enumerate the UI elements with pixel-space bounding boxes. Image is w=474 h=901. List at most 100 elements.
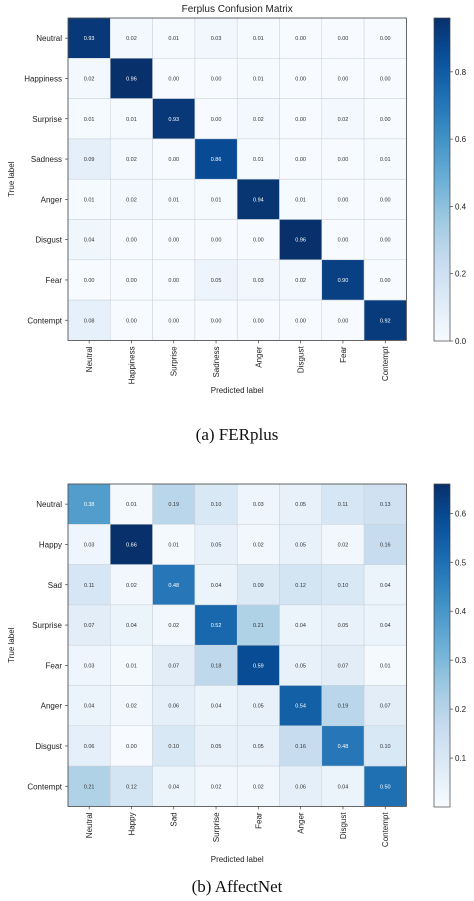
heatmap-cell	[363, 58, 407, 99]
cell-value-label: 0.03	[84, 542, 95, 548]
heatmap-cell	[321, 483, 365, 525]
heatmap-cell	[110, 98, 153, 140]
cell-value-label: 0.21	[84, 784, 95, 790]
heatmap-cell	[321, 725, 365, 767]
cell-value-label: 0.00	[380, 117, 391, 123]
cell-value-label: 0.38	[84, 502, 95, 508]
x-tick-label: Surprise	[170, 346, 179, 376]
heatmap-cell	[321, 685, 365, 727]
confusion-matrix-ferplus: Ferplus Confusion Matrix 0.93 0.02 0.01 0.03…	[7, 4, 467, 444]
heatmap-cell	[110, 564, 153, 606]
heatmap-cell	[279, 58, 323, 99]
x-tick-label: Fear	[254, 812, 263, 829]
cell-value-label: 0.02	[126, 36, 137, 42]
cell-value-label: 0.02	[211, 784, 222, 790]
x-tick-label: Fear	[339, 346, 348, 363]
cell-value-label: 0.01	[84, 117, 95, 123]
heatmap-cell	[67, 725, 111, 767]
x-tick-label: Contempt	[381, 812, 390, 847]
y-tick-label: Fear	[46, 276, 63, 285]
heatmap-cell	[194, 604, 238, 646]
heatmap-cell	[110, 725, 153, 767]
heatmap-cell	[236, 178, 280, 220]
cell-value-label: 0.05	[295, 502, 306, 508]
heatmap-cell	[321, 259, 365, 301]
heatmap-cell	[194, 765, 238, 807]
heatmap-cell	[152, 765, 196, 807]
cell-value-label: 0.18	[211, 663, 222, 669]
heatmap-cell	[152, 98, 196, 140]
heatmap-cell	[194, 138, 238, 180]
y-tick-label: Disgust	[35, 236, 62, 245]
heatmap-cell	[110, 17, 153, 59]
heatmap-cell	[321, 644, 365, 686]
heatmap-cell	[321, 564, 365, 606]
heatmap-cell	[194, 644, 238, 686]
heatmap-cell	[363, 17, 407, 59]
cell-value-label: 0.00	[211, 117, 222, 123]
figure-caption: (b) AffectNet	[192, 877, 283, 896]
cell-value-label: 0.00	[211, 318, 222, 324]
y-tick-label: Fear	[46, 661, 63, 670]
cell-value-label: 0.03	[211, 36, 222, 42]
cell-value-label: 0.16	[380, 542, 391, 548]
heatmap-cell	[194, 58, 238, 99]
cell-value-label: 0.00	[295, 76, 306, 82]
cell-value-label: 0.00	[338, 318, 349, 324]
heatmap-cell	[279, 644, 323, 686]
heatmap-cell	[194, 524, 238, 565]
y-tick-label: Contempt	[27, 316, 62, 325]
heatmap-cell	[152, 644, 196, 686]
heatmap-cell	[194, 483, 238, 525]
cell-value-label: 0.02	[168, 623, 179, 629]
y-tick-label: Anger	[41, 702, 63, 711]
cell-value-label: 0.54	[295, 704, 306, 710]
colorbar-tick-label: 0.0	[455, 337, 467, 346]
cell-value-label: 0.05	[211, 542, 222, 548]
cell-value-label: 0.02	[126, 197, 137, 203]
chart-title: Ferplus Confusion Matrix	[182, 4, 293, 15]
heatmap-cell	[110, 765, 153, 807]
cell-value-label: 0.01	[168, 542, 179, 548]
cell-value-label: 0.00	[126, 744, 137, 750]
cell-value-label: 0.07	[338, 663, 349, 669]
heatmap-cell	[363, 483, 407, 525]
cell-value-label: 0.00	[126, 238, 137, 244]
heatmap-cell	[152, 138, 196, 180]
heatmap-cell	[236, 17, 280, 59]
cell-value-label: 0.00	[253, 238, 264, 244]
cell-value-label: 0.07	[380, 704, 391, 710]
cell-value-label: 0.06	[168, 704, 179, 710]
cell-value-label: 0.00	[338, 238, 349, 244]
y-axis-label: True label	[7, 627, 16, 663]
heatmap-cell	[363, 178, 407, 220]
cell-value-label: 0.01	[253, 157, 264, 163]
cell-value-label: 0.00	[380, 197, 391, 203]
heatmap-cell	[236, 765, 280, 807]
cell-value-label: 0.01	[126, 663, 137, 669]
cell-value-label: 0.00	[380, 238, 391, 244]
heatmap-cell	[236, 138, 280, 180]
heatmap-cell	[279, 765, 323, 807]
cell-value-label: 0.05	[253, 704, 264, 710]
heatmap-cell	[363, 299, 407, 341]
colorbar-tick-label: 0.6	[455, 135, 467, 144]
cell-value-label: 0.00	[168, 318, 179, 324]
heatmap-cell	[152, 604, 196, 646]
heatmap-cell	[279, 685, 323, 727]
cell-value-label: 0.00	[126, 278, 137, 284]
y-tick-label: Sad	[48, 581, 62, 590]
x-tick-label: Anger	[254, 346, 263, 368]
heatmap-cell	[67, 138, 111, 180]
cell-value-label: 0.02	[253, 117, 264, 123]
cell-value-label: 0.02	[295, 278, 306, 284]
cell-value-label: 0.11	[84, 583, 94, 589]
figure-caption: (a) FERplus	[196, 425, 279, 444]
cell-value-label: 0.10	[338, 583, 349, 589]
heatmap-cell	[363, 524, 407, 565]
y-tick-label: Neutral	[36, 34, 62, 43]
heatmap-cell	[279, 219, 323, 261]
heatmap-cell	[194, 17, 238, 59]
cell-value-label: 0.09	[84, 157, 95, 163]
heatmap-cell	[152, 524, 196, 565]
